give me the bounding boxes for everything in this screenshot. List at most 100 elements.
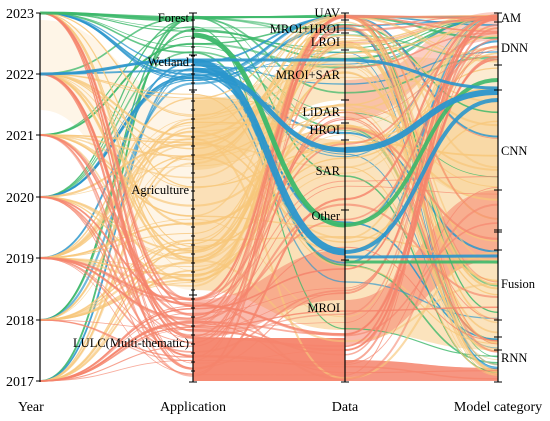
- flow-application-data: [192, 322, 346, 330]
- flow-application-data: [192, 143, 346, 308]
- flow-year-application: [39, 72, 194, 138]
- flow-data-model: [344, 38, 499, 336]
- flow-application-data: [192, 289, 346, 353]
- flow-application-data: [192, 17, 346, 362]
- flow-year-application: [39, 157, 194, 321]
- flow-year-application: [39, 12, 194, 369]
- flow-application-data: [192, 40, 346, 138]
- flow-mroi-sar-cnn: [344, 58, 499, 90]
- data-category-label: MROI: [307, 301, 340, 315]
- data-category-label: LiDAR: [303, 105, 341, 119]
- flow-year-application: [39, 239, 194, 382]
- flow-year-application: [39, 165, 194, 198]
- flow-data-model: [344, 18, 499, 32]
- flow-data-model: [344, 34, 499, 103]
- application-category-label: Wetland: [148, 55, 190, 69]
- flow-application-data: [192, 15, 346, 117]
- model-category-label: RNN: [501, 351, 527, 365]
- flow-application-data: [192, 322, 346, 374]
- flow-data-model: [344, 117, 499, 320]
- flow-application-data: [192, 185, 346, 316]
- flow-application-data: [192, 313, 346, 336]
- application-category-label: Agriculture: [131, 183, 189, 197]
- flow-year-application: [39, 134, 194, 358]
- flow-year-application: [39, 274, 194, 322]
- flow-forest-2023: [39, 11, 194, 22]
- flow-application-data: [192, 97, 346, 111]
- flow-wetland-sar: [192, 67, 346, 153]
- flow-year-application: [39, 257, 194, 320]
- flow-application-data: [192, 15, 346, 217]
- flow-application-data: [192, 287, 346, 314]
- flow-data-model: [344, 365, 499, 380]
- model-category-label: Fusion: [501, 277, 536, 291]
- model-category-label: CNN: [501, 144, 527, 158]
- year-tick-label: 2017: [6, 375, 34, 390]
- axis-title-3: Model category: [454, 400, 542, 415]
- flow-year-application: [39, 12, 194, 80]
- data-category-label: MROI+HROI: [270, 22, 340, 36]
- flow-application-data: [192, 359, 346, 366]
- flow-year-application: [39, 72, 194, 226]
- flow-application-data: [192, 292, 346, 369]
- flow-data-model: [344, 46, 499, 127]
- year-tick-label: 2021: [6, 129, 34, 144]
- data-category-label: LROI: [311, 35, 340, 49]
- flow-application-data: [192, 354, 346, 364]
- data-category-label: HROI: [309, 123, 340, 137]
- axis-title-1: Application: [160, 400, 226, 415]
- axes: 2023 2022 2021 2020 2019 2018 2017 Forest Wetlan…: [6, 6, 542, 415]
- flow-application-data: [192, 128, 346, 167]
- flow-data-model: [344, 265, 499, 345]
- flow-year-application: [39, 12, 194, 188]
- flow-application-data: [192, 43, 346, 146]
- flow-year-application: [39, 12, 194, 344]
- flow-application-data: [192, 17, 346, 36]
- flow-year-application: [39, 320, 194, 382]
- flow-year-application: [39, 43, 194, 136]
- data-category-label: UAV: [315, 6, 340, 20]
- flow-data-model: [344, 186, 499, 366]
- flow-year-application: [39, 51, 194, 198]
- flow-application-data: [192, 16, 346, 129]
- flow-data-model: [344, 203, 499, 380]
- flow-year-application: [39, 11, 194, 302]
- flow-year-application: [39, 143, 194, 199]
- flow-data-model: [344, 15, 499, 323]
- flow-data-model: [344, 14, 499, 201]
- model-category-label: AM: [501, 11, 521, 25]
- model-category-label: DNN: [501, 41, 528, 55]
- flow-data-model: [344, 31, 499, 69]
- flow-year-application: [39, 12, 194, 117]
- ribbon-lulc-other: [193, 250, 345, 338]
- flow-data-model: [344, 116, 499, 376]
- flow-application-data: [192, 38, 346, 241]
- flow-data-model: [344, 236, 499, 261]
- flow-wetland-2022: [39, 58, 194, 76]
- flow-year-application: [39, 12, 194, 262]
- flow-year-application: [39, 257, 194, 374]
- flow-data-model: [344, 65, 499, 376]
- year-tick-label: 2018: [6, 314, 34, 329]
- application-category-label: LULC(Multi-thematic): [73, 336, 189, 350]
- flow-application-data: [192, 320, 346, 336]
- flow-application-data: [192, 236, 346, 242]
- axis-title-0: Year: [18, 400, 44, 415]
- flow-year-application: [39, 319, 194, 362]
- flow-year-application: [39, 329, 194, 382]
- flow-data-model: [344, 15, 499, 19]
- year-tick-label: 2022: [6, 68, 34, 83]
- flow-data-model: [344, 45, 499, 221]
- flow-data-model: [344, 17, 499, 240]
- flow-year-application: [39, 133, 194, 300]
- flow-data-model: [344, 32, 499, 145]
- flow-data-model: [344, 111, 499, 342]
- data-category-label: MROI+SAR: [276, 68, 341, 82]
- flow-application-data: [192, 116, 346, 159]
- flow-year-application: [39, 196, 194, 357]
- flow-sar-cnn-blue: [344, 89, 499, 153]
- flow-data-model: [344, 14, 499, 264]
- axis-title-2: Data: [332, 400, 359, 415]
- flow-other-fusion: [344, 254, 499, 259]
